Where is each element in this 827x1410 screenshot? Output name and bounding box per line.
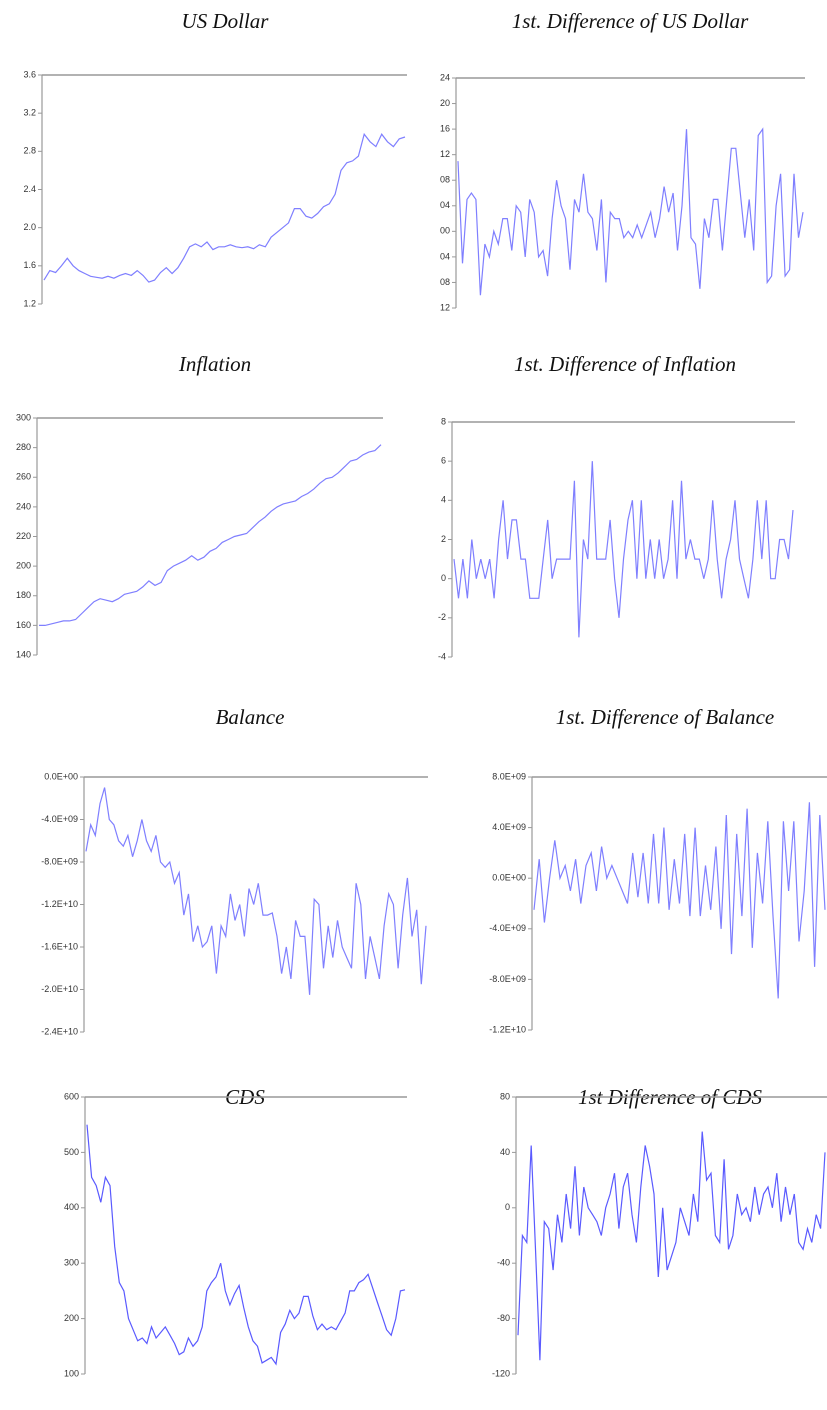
y-tick-label: -4.0E+09 — [489, 923, 526, 933]
y-tick-label: 12 — [440, 302, 450, 312]
series-line — [517, 1131, 826, 1361]
y-tick-label: -40 — [497, 1258, 510, 1268]
y-tick-label: 1.2 — [23, 298, 36, 308]
y-tick-label: 2 — [441, 534, 446, 544]
y-tick-label: 200 — [16, 561, 31, 571]
y-tick-label: 4 — [441, 495, 446, 505]
y-tick-label: 280 — [16, 442, 31, 452]
y-tick-label: -1.2E+10 — [41, 899, 78, 909]
y-tick-label: -8.0E+09 — [41, 856, 78, 866]
y-tick-label: 600 — [64, 1091, 79, 1101]
y-tick-label: 4.0E+09 — [492, 822, 526, 832]
y-tick-label: 04 — [440, 200, 450, 210]
y-tick-label: 00 — [440, 226, 450, 236]
y-tick-label: 100 — [64, 1368, 79, 1378]
y-tick-label: 140 — [16, 649, 31, 659]
y-tick-label: 500 — [64, 1147, 79, 1157]
y-tick-label: 160 — [16, 620, 31, 630]
chart-title: 1st. Difference of US Dollar — [512, 9, 749, 33]
y-tick-label: 08 — [440, 277, 450, 287]
y-tick-label: 200 — [64, 1313, 79, 1323]
y-tick-label: 16 — [440, 123, 450, 133]
y-tick-label: 0 — [505, 1202, 510, 1212]
y-tick-label: 24 — [440, 72, 450, 82]
y-tick-label: 400 — [64, 1202, 79, 1212]
y-tick-label: 2.0 — [23, 222, 36, 232]
series-line — [533, 802, 826, 999]
series-line — [43, 132, 406, 283]
y-tick-label: -2.4E+10 — [41, 1026, 78, 1036]
y-tick-label: 0.0E+00 — [44, 771, 78, 781]
series-line — [86, 1124, 406, 1366]
y-tick-label: 1.6 — [23, 260, 36, 270]
chart-title: US Dollar — [182, 9, 270, 33]
y-tick-label: 2.8 — [23, 146, 36, 156]
y-tick-label: 0.0E+00 — [492, 873, 526, 883]
y-tick-label: -120 — [492, 1368, 510, 1378]
y-tick-label: 80 — [500, 1091, 510, 1101]
series-line — [457, 127, 804, 296]
y-tick-label: 260 — [16, 472, 31, 482]
y-tick-label: 12 — [440, 149, 450, 159]
y-tick-label: 180 — [16, 590, 31, 600]
y-tick-label: -1.2E+10 — [489, 1024, 526, 1034]
y-tick-label: 40 — [500, 1147, 510, 1157]
chart-title: Balance — [216, 705, 285, 729]
y-tick-label: 3.6 — [23, 69, 36, 79]
y-tick-label: 220 — [16, 531, 31, 541]
y-tick-label: 08 — [440, 175, 450, 185]
y-tick-label: 240 — [16, 501, 31, 511]
chart-title: 1st. Difference of Balance — [556, 705, 775, 729]
y-tick-label: 20 — [440, 98, 450, 108]
chart-title: 1st. Difference of Inflation — [514, 352, 736, 376]
y-tick-label: -1.6E+10 — [41, 941, 78, 951]
series-line — [39, 444, 382, 626]
y-tick-label: 8 — [441, 416, 446, 426]
y-tick-label: 300 — [64, 1258, 79, 1268]
y-tick-label: -2 — [438, 612, 446, 622]
y-tick-label: -4 — [438, 651, 446, 661]
y-tick-label: 04 — [440, 251, 450, 261]
y-tick-label: -80 — [497, 1313, 510, 1323]
y-tick-label: 3.2 — [23, 108, 36, 118]
y-tick-label: 2.4 — [23, 184, 36, 194]
y-tick-label: -8.0E+09 — [489, 974, 526, 984]
y-tick-label: 8.0E+09 — [492, 771, 526, 781]
chart-title: Inflation — [178, 352, 251, 376]
y-tick-label: -2.0E+10 — [41, 984, 78, 994]
y-tick-label: -4.0E+09 — [41, 814, 78, 824]
y-tick-label: 6 — [441, 456, 446, 466]
y-tick-label: 300 — [16, 412, 31, 422]
y-tick-label: 0 — [441, 573, 446, 583]
series-line — [453, 461, 794, 638]
series-line — [85, 787, 427, 995]
